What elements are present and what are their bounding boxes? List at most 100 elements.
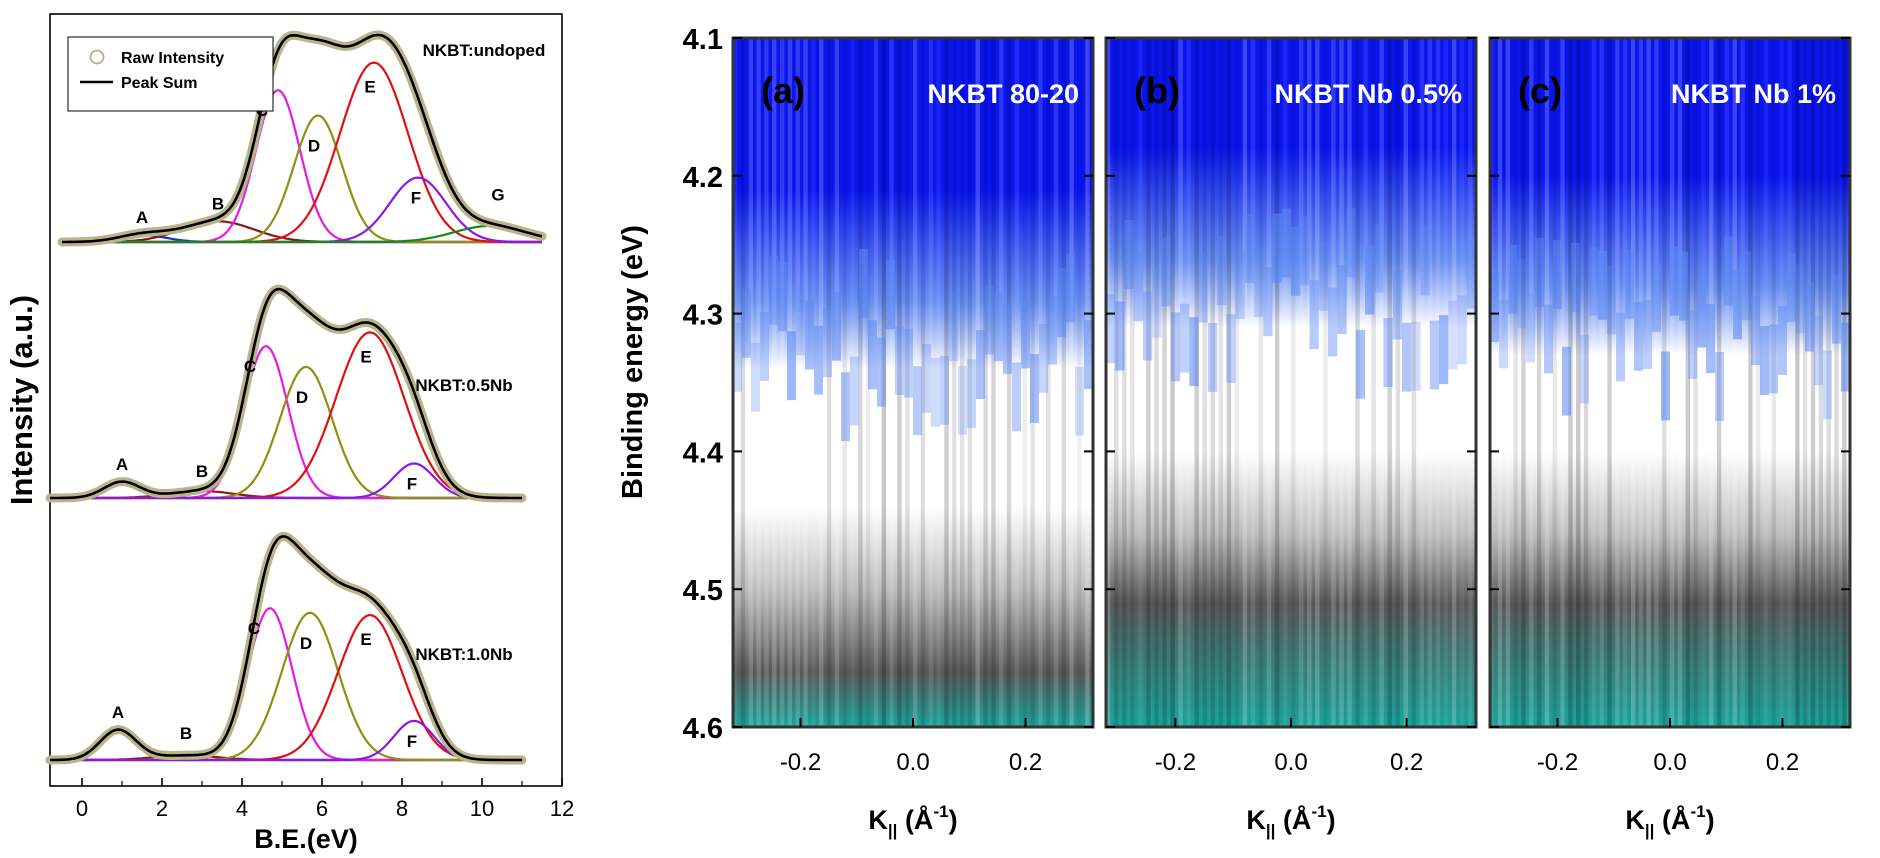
peak-label-E: E — [364, 78, 375, 97]
streak — [733, 38, 738, 727]
streak — [1623, 38, 1628, 727]
edge-block — [1841, 322, 1850, 392]
peak-label-D: D — [300, 634, 312, 653]
streak — [1451, 38, 1457, 727]
edge-block — [1189, 317, 1199, 387]
peak-label-A: A — [112, 703, 124, 722]
edge-block — [985, 285, 994, 355]
streak — [1818, 38, 1823, 727]
edge-block — [814, 325, 823, 395]
streak — [1114, 38, 1119, 727]
peak-label-B: B — [212, 194, 224, 213]
streak — [1638, 38, 1643, 727]
edge-block — [1457, 295, 1467, 365]
streak — [1138, 38, 1143, 727]
edge-block — [1254, 248, 1264, 317]
edge-block — [1769, 324, 1778, 394]
streak — [1709, 38, 1714, 727]
streak — [1411, 38, 1417, 727]
edge-block — [1580, 334, 1589, 404]
edge-block — [1429, 320, 1440, 390]
streak — [1061, 38, 1066, 727]
streak — [764, 38, 769, 727]
edge-block — [1346, 208, 1356, 278]
streak — [1170, 38, 1175, 727]
edge-block — [1244, 214, 1255, 283]
edge-block — [796, 286, 805, 356]
streak — [1162, 38, 1167, 727]
edge-block — [787, 331, 796, 401]
edge-block — [1724, 236, 1733, 306]
edge-block — [1066, 253, 1075, 323]
streak — [1266, 38, 1272, 727]
streak — [748, 38, 753, 727]
edge-block — [1420, 226, 1430, 296]
streak — [1591, 38, 1596, 727]
y-tick-label: 4.2 — [683, 162, 723, 194]
streak — [983, 38, 988, 727]
streak — [1576, 38, 1581, 727]
x-tick-label: 0.0 — [1274, 749, 1307, 776]
x-tick-label: 0.0 — [1653, 749, 1686, 776]
edge-block — [1499, 299, 1508, 369]
edge-block — [1328, 287, 1338, 357]
streak — [944, 38, 949, 727]
arpes-x-axis-label: K|| (Å-1) — [1625, 802, 1714, 840]
arpes-maps-layer: (a) NKBT 80-20 4.1 4.2 4.3 4.4 4.5 4.6 -0.2 0.0 0.… — [683, 24, 1852, 840]
spectrum-3 — [45, 531, 527, 765]
edge-block — [832, 291, 841, 361]
edge-block — [1281, 208, 1292, 278]
peak-label-C: C — [244, 357, 256, 376]
edge-block — [805, 300, 814, 370]
streak — [1331, 38, 1336, 727]
edge-block — [1124, 220, 1134, 289]
xps-plot-frame — [49, 13, 563, 787]
streak — [1053, 38, 1059, 727]
peak-label-F: F — [411, 189, 421, 208]
y-tick-label: 4.6 — [683, 713, 723, 745]
edge-block — [1106, 294, 1116, 364]
map-title: NKBT Nb 1% — [1671, 79, 1836, 109]
edge-block — [1508, 244, 1517, 314]
edge-block — [868, 320, 877, 390]
edge-block — [931, 357, 940, 427]
streak — [1740, 38, 1745, 727]
streak — [1459, 38, 1465, 727]
streak — [1748, 38, 1753, 727]
x-tick-label: 2 — [156, 796, 168, 821]
streak — [1529, 38, 1534, 727]
streak — [1379, 38, 1384, 727]
edge-block — [1439, 315, 1449, 385]
edge-block — [940, 355, 949, 425]
x-tick-label: 8 — [396, 796, 408, 821]
edge-block — [1291, 226, 1301, 296]
streak — [913, 38, 918, 727]
x-tick-label: 0.2 — [1009, 749, 1042, 776]
edge-block — [1571, 242, 1580, 312]
spectrum-label: NKBT:1.0Nb — [415, 645, 512, 664]
streak — [967, 38, 973, 727]
edge-block — [1589, 246, 1598, 316]
map-1: (a) NKBT 80-20 4.1 4.2 4.3 4.4 4.5 4.6 -0.2 0.0 0.… — [683, 24, 1095, 840]
spectrum-2 — [45, 284, 527, 503]
edge-block — [1607, 265, 1616, 335]
edge-block — [1383, 318, 1393, 387]
streak — [795, 38, 800, 727]
edge-block — [1337, 265, 1347, 335]
streak — [1810, 38, 1816, 727]
edge-block — [1075, 366, 1084, 436]
edge-block — [1448, 300, 1458, 370]
streak — [1654, 38, 1659, 727]
peak-label-D: D — [296, 388, 308, 407]
streak — [1670, 38, 1675, 727]
streak — [842, 38, 847, 727]
streak — [1795, 38, 1800, 727]
arpes-x-axis-label: K|| (Å-1) — [1246, 802, 1335, 840]
edge-block — [1466, 239, 1477, 309]
edge-block — [1365, 245, 1375, 315]
streak — [1274, 38, 1280, 727]
peak-label-A: A — [116, 455, 128, 474]
xps-label-layer: ABCDEFGNKBT:undopedABCDEFNKBT:0.5NbABCDE… — [112, 41, 546, 751]
streak — [740, 38, 746, 727]
streak — [936, 38, 941, 727]
